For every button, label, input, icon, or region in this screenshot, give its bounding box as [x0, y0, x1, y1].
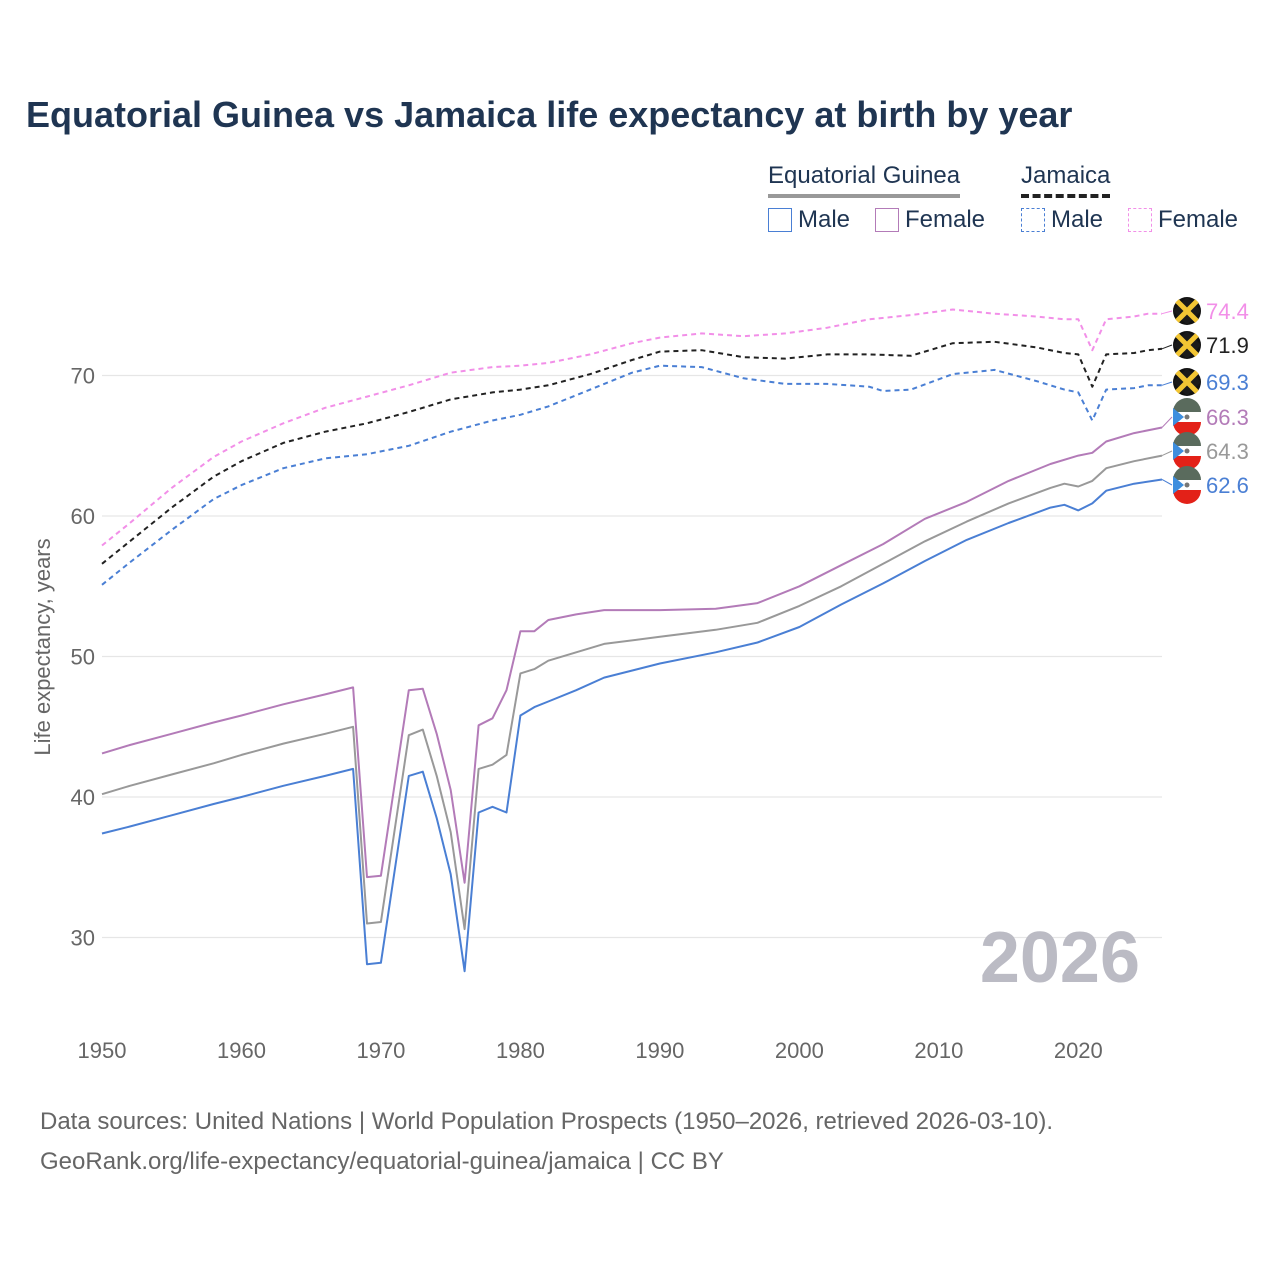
year-watermark: 2026: [980, 918, 1140, 998]
end-value-label: 69.3: [1206, 370, 1249, 395]
x-tick-label: 2010: [914, 1038, 963, 1063]
end-label-connector: [1161, 416, 1173, 428]
x-tick-label: 1990: [635, 1038, 684, 1063]
x-tick-label: 2000: [775, 1038, 824, 1063]
legend-item-label: Male: [1051, 206, 1104, 233]
flag-emblem: [1184, 448, 1190, 454]
legend-group-label: Equatorial Guinea: [768, 162, 961, 189]
end-value-label: 66.3: [1206, 405, 1249, 430]
legend-swatch: [1021, 208, 1045, 232]
flag-top-band: [1173, 432, 1201, 446]
legend-swatch: [875, 208, 899, 232]
y-tick-label: 70: [71, 364, 95, 389]
series-line-equatorial-guinea-total: [101, 454, 1163, 931]
gridlines: [102, 374, 1162, 939]
x-tick-label: 1960: [217, 1038, 266, 1063]
end-labels: 74.4 71.9 69.3 66.3 64.3 62.6: [1161, 297, 1249, 504]
flag-hoist: [1173, 476, 1184, 494]
flag-hoist: [1173, 442, 1184, 460]
flag-hoist: [1173, 408, 1184, 426]
series-line-jamaica-total: [101, 340, 1163, 565]
end-label-connector: [1161, 344, 1173, 350]
legend-group-jamaica[interactable]: Jamaica: [1021, 162, 1111, 198]
equatorial-guinea-flag-icon: [1173, 398, 1201, 436]
footer-url: GeoRank.org/life-expectancy/equatorial-g…: [40, 1148, 724, 1175]
end-label-connector: [1161, 479, 1173, 486]
y-tick-label: 30: [71, 926, 95, 951]
legend-group-equatorial-guinea[interactable]: Equatorial Guinea: [768, 162, 961, 198]
legend-item-jm-female[interactable]: Female: [1128, 206, 1238, 234]
flag-bottom-band: [1173, 456, 1201, 470]
flag-top-band: [1173, 466, 1201, 480]
series-line-equatorial-guinea-male: [101, 478, 1163, 973]
flag-saltire: [1175, 333, 1199, 357]
series-line-jamaica-female: [101, 308, 1162, 547]
end-label-connector: [1161, 450, 1173, 457]
legend-item-label: Male: [798, 206, 851, 233]
legend-group-line-solid: [768, 194, 961, 198]
end-value-label: 64.3: [1206, 439, 1249, 464]
end-label-connector: [1161, 381, 1173, 386]
end-label-connector: [1161, 310, 1173, 315]
flag-emblem: [1184, 482, 1190, 488]
x-tick-label: 1950: [78, 1038, 127, 1063]
flag-top-band: [1173, 398, 1201, 412]
legend-group-line-dashed: [1021, 194, 1111, 198]
y-tick-label: 60: [71, 504, 95, 529]
series-line-equatorial-guinea-female: [101, 426, 1163, 884]
equatorial-guinea-flag-icon: [1173, 466, 1201, 504]
legend-swatch: [1128, 208, 1152, 232]
flag-saltire: [1175, 299, 1199, 323]
y-axis-label: Life expectancy, years: [30, 538, 55, 755]
end-value-label: 74.4: [1206, 299, 1249, 324]
jamaica-flag-icon: [1173, 297, 1201, 325]
legend-group-label: Jamaica: [1021, 162, 1111, 189]
axis-tick-labels: 30 40 50 60 70 1950 1960 1970 1980 1990 2000 2010 20…: [71, 364, 1103, 1064]
x-tick-label: 1980: [496, 1038, 545, 1063]
end-value-label: 62.6: [1206, 473, 1249, 498]
y-tick-label: 50: [71, 645, 95, 670]
legend-item-eg-male[interactable]: Male: [768, 206, 850, 234]
legend-item-eg-female[interactable]: Female: [875, 206, 985, 234]
flag-saltire: [1175, 370, 1199, 394]
series-lines: [101, 308, 1163, 973]
x-tick-label: 2020: [1054, 1038, 1103, 1063]
chart-title: Equatorial Guinea vs Jamaica life expect…: [26, 94, 1073, 135]
equatorial-guinea-flag-icon: [1173, 432, 1201, 470]
series-line-jamaica-male: [101, 364, 1162, 586]
jamaica-flag-icon: [1173, 331, 1201, 359]
legend-item-jm-male[interactable]: Male: [1021, 206, 1103, 234]
flag-bottom-band: [1173, 490, 1201, 504]
end-value-label: 71.9: [1206, 333, 1249, 358]
legend-item-label: Female: [1158, 206, 1239, 233]
footer-sources: Data sources: United Nations | World Pop…: [40, 1108, 1054, 1135]
flag-emblem: [1184, 414, 1190, 420]
legend-swatch: [768, 208, 792, 232]
flag-bottom-band: [1173, 422, 1201, 436]
x-tick-label: 1970: [356, 1038, 405, 1063]
jamaica-flag-icon: [1173, 368, 1201, 396]
legend-item-label: Female: [905, 206, 986, 233]
y-tick-label: 40: [71, 785, 95, 810]
